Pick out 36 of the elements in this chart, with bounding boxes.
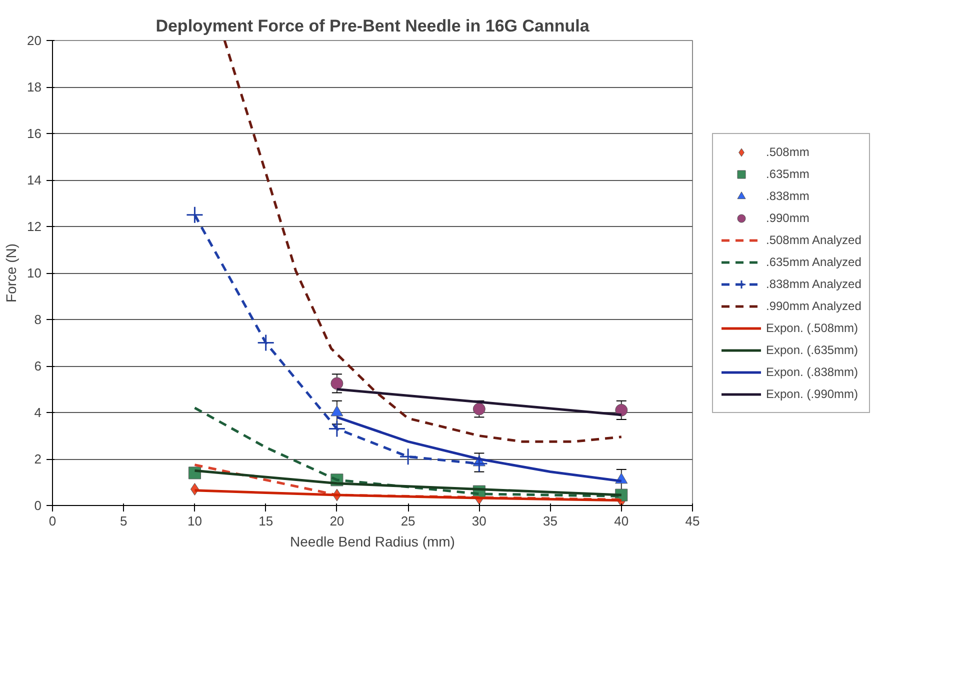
legend-label: .508mm — [766, 144, 810, 158]
x-tick-label: 35 — [543, 514, 558, 528]
y-tick-label: 16 — [27, 126, 42, 141]
legend-label: .990mm — [766, 210, 810, 224]
legend-label: .838mm — [766, 188, 810, 202]
y-tick-label: 12 — [27, 219, 42, 234]
x-tick-label: 25 — [400, 514, 416, 528]
y-tick-label: 14 — [27, 172, 42, 188]
x-axis-title: Needle Bend Radius (mm) — [290, 534, 455, 550]
x-tick-label: 40 — [614, 514, 629, 528]
legend-label: Expon. (.508mm) — [766, 320, 858, 334]
x-tick-label: 45 — [685, 514, 700, 528]
x-tick-label: 5 — [120, 514, 128, 528]
y-tick-label: 10 — [27, 266, 42, 280]
y-tick-label: 4 — [34, 405, 42, 420]
x-tick-label: 10 — [187, 514, 202, 528]
y-tick-label: 8 — [34, 312, 42, 327]
legend-label: .990mm Analyzed — [766, 298, 862, 312]
legend-label: .508mm Analyzed — [766, 232, 862, 246]
x-tick-label: 30 — [472, 514, 486, 528]
y-tick-label: 0 — [34, 498, 42, 513]
legend-label: .635mm Analyzed — [766, 254, 862, 268]
legend-label: .635mm — [766, 166, 810, 180]
chart-title: Deployment Force of Pre-Bent Needle in 16G Cannula — [156, 16, 590, 36]
x-tick-label: 0 — [48, 514, 56, 528]
y-tick-label: 18 — [27, 80, 42, 94]
legend-label: .838mm Analyzed — [766, 276, 862, 290]
y-tick-label: 20 — [27, 33, 42, 48]
y-tick-label: 6 — [34, 358, 42, 374]
legend-label: Expon. (.838mm) — [766, 364, 858, 378]
legend-label: Expon. (.990mm) — [766, 386, 858, 400]
y-axis-title: Force (N) — [3, 243, 20, 303]
y-tick-label: 2 — [34, 452, 42, 466]
x-tick-label: 20 — [330, 514, 344, 528]
legend-label: Expon. (.635mm) — [766, 342, 858, 356]
x-tick-label: 15 — [258, 514, 274, 528]
